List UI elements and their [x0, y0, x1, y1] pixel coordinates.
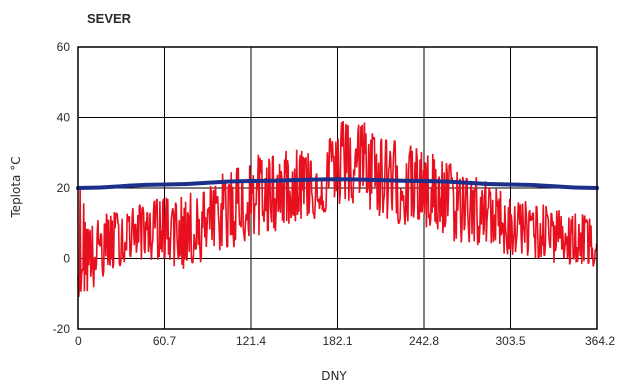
x-tick-label: 303.5: [495, 334, 525, 348]
x-axis-label: DNY: [321, 369, 347, 383]
y-tick-label: -20: [53, 322, 71, 336]
y-tick-label: 20: [57, 181, 71, 195]
y-axis-label: Teplota °C: [9, 156, 23, 218]
y-tick-labels: -20 0 20 40 60: [53, 40, 71, 336]
daily-temperature-line: [77, 120, 598, 298]
x-tick-label: 0: [75, 334, 82, 348]
x-tick-label: 242.8: [409, 334, 439, 348]
plot-border: [77, 46, 598, 330]
y-tick-label: 60: [57, 40, 71, 54]
plot-frame: [77, 46, 598, 330]
x-tick-labels: 0 60.7 121.4 182.1 242.8 303.5 364.2: [75, 334, 615, 348]
x-tick-label: 121.4: [236, 334, 266, 348]
y-tick-label: 0: [63, 252, 70, 266]
x-tick-label: 364.2: [585, 334, 615, 348]
trend-temperature-line: [76, 177, 599, 190]
chart-title: SEVER: [87, 11, 132, 26]
data-series: [76, 120, 599, 298]
x-tick-label: 60.7: [153, 334, 177, 348]
y-tick-label: 40: [57, 111, 71, 125]
grid: [78, 47, 597, 329]
x-tick-label: 182.1: [322, 334, 352, 348]
